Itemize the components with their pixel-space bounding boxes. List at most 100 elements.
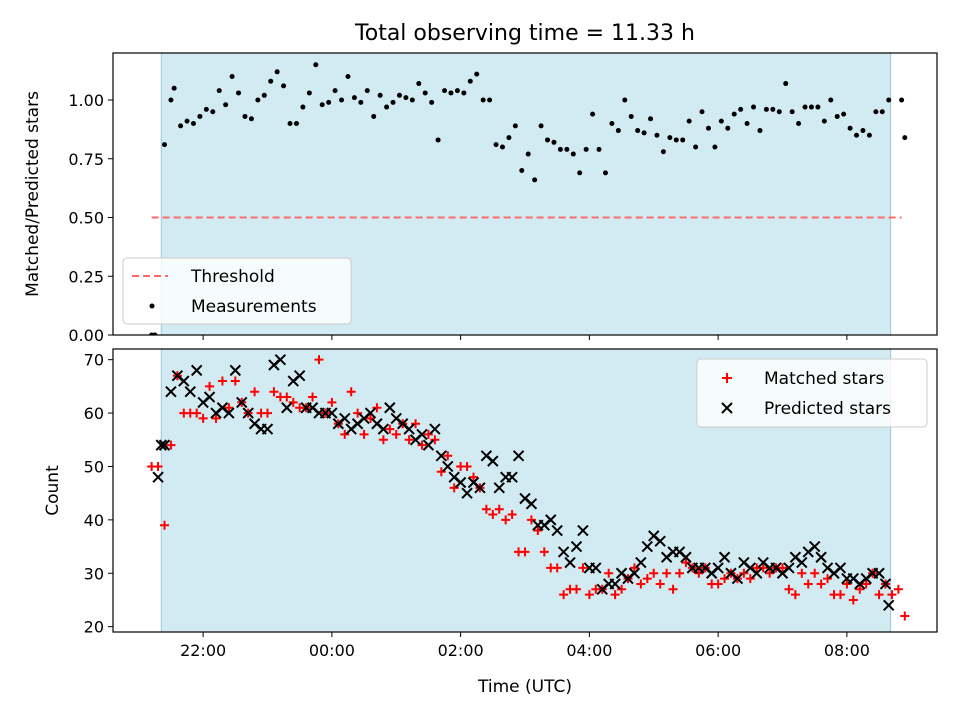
data-point — [583, 146, 589, 152]
data-point — [821, 118, 827, 124]
data-point — [526, 515, 536, 525]
data-point — [429, 423, 441, 435]
data-point — [519, 168, 525, 173]
data-point — [488, 510, 498, 520]
data-point — [512, 450, 525, 462]
data-point — [487, 97, 493, 103]
data-point — [160, 520, 169, 530]
data-point — [718, 118, 724, 124]
data-point — [274, 353, 287, 366]
data-point — [281, 83, 287, 89]
data-point — [899, 97, 905, 103]
data-point — [680, 551, 692, 563]
data-point — [487, 455, 499, 467]
data-point — [248, 116, 254, 122]
legend-label: Threshold — [190, 267, 275, 287]
data-point — [538, 123, 544, 129]
data-point — [190, 364, 203, 377]
data-point — [442, 88, 448, 94]
data-point — [681, 558, 691, 568]
data-point — [873, 109, 879, 115]
x-tick-label: 06:00 — [695, 641, 741, 660]
data-point — [577, 524, 589, 537]
data-point — [584, 590, 594, 600]
data-point — [828, 97, 834, 103]
y-tick-label: 20 — [84, 618, 104, 637]
data-point — [654, 132, 660, 138]
data-point — [165, 386, 177, 398]
data-point — [494, 504, 504, 514]
data-point — [842, 579, 852, 589]
data-point — [443, 451, 453, 461]
data-point — [860, 128, 866, 134]
ratio-panel: 0.00 0.25 0.50 0.75 1.00 Matched/Predicted st… — [23, 52, 938, 345]
data-point — [377, 423, 390, 435]
data-point — [610, 590, 620, 600]
data-point — [430, 435, 440, 445]
data-point — [577, 170, 583, 176]
data-point — [802, 104, 808, 110]
data-point — [371, 113, 377, 119]
data-point — [261, 423, 274, 435]
data-point — [629, 563, 639, 573]
data-point — [507, 510, 517, 520]
data-point — [449, 483, 459, 493]
data-point — [854, 132, 860, 138]
data-point — [789, 109, 795, 115]
data-point — [480, 97, 486, 103]
data-point — [448, 90, 454, 96]
data-point — [751, 567, 763, 579]
data-point — [770, 106, 776, 112]
data-point — [874, 590, 884, 600]
data-point — [263, 408, 272, 418]
data-point — [545, 137, 551, 143]
data-point — [713, 579, 723, 589]
data-point — [192, 408, 202, 418]
data-point — [250, 387, 260, 397]
data-point — [823, 574, 833, 584]
data-point — [796, 556, 808, 569]
data-point — [462, 461, 472, 471]
legend-label: Matched stars — [764, 369, 884, 389]
data-point — [533, 526, 543, 536]
data-point — [416, 428, 428, 441]
data-point — [617, 584, 627, 594]
data-point — [855, 584, 865, 594]
data-point — [236, 396, 248, 409]
data-point — [391, 429, 401, 439]
data-point — [300, 104, 306, 110]
data-point — [883, 599, 895, 612]
data-point — [493, 142, 499, 148]
data-point — [261, 92, 267, 98]
data-point — [184, 118, 190, 124]
data-point — [461, 90, 467, 96]
y-tick-label: 0.00 — [68, 326, 104, 345]
data-point — [816, 579, 826, 589]
data-point — [712, 562, 724, 574]
data-point — [751, 104, 757, 110]
data-point — [675, 568, 684, 578]
data-point — [203, 391, 216, 403]
data-point — [848, 595, 858, 605]
data-point — [269, 387, 279, 397]
data-point — [532, 177, 538, 183]
data-point — [171, 85, 177, 91]
data-point — [642, 574, 652, 584]
data-point — [815, 104, 821, 110]
data-point — [293, 369, 306, 382]
x-tick-label: 00:00 — [309, 641, 355, 660]
data-point — [242, 113, 248, 119]
data-point — [525, 498, 538, 510]
data-point — [893, 584, 903, 594]
series-matched-stars — [147, 355, 910, 621]
data-point — [635, 556, 647, 569]
legend-dot-swatch — [149, 303, 155, 309]
data-point — [886, 97, 892, 103]
data-point — [564, 146, 570, 152]
chart-title: Total observing time = 11.33 h — [354, 21, 695, 46]
data-point — [590, 562, 602, 574]
data-point — [796, 121, 802, 126]
legend-box — [122, 257, 352, 325]
data-point — [288, 397, 298, 407]
